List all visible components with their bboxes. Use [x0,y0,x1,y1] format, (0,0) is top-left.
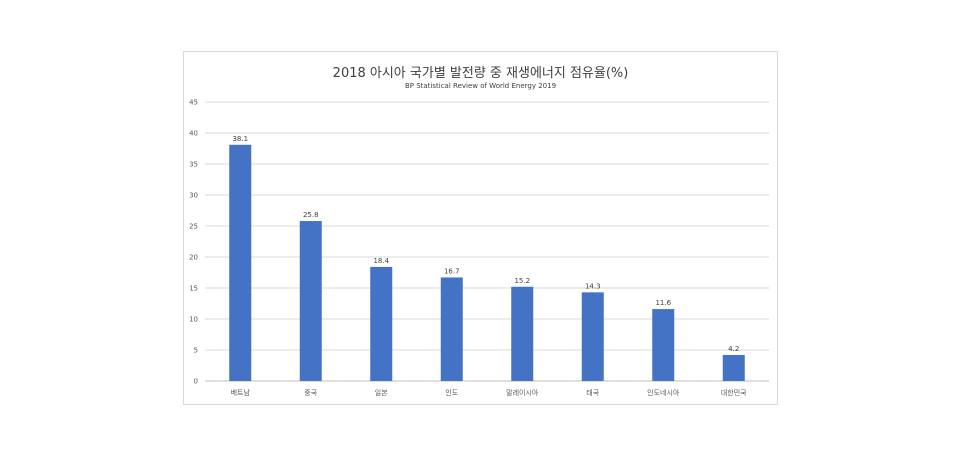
y-tick-label: 40 [189,130,198,138]
y-tick-label: 10 [189,316,198,324]
x-tick-label: 일본 [375,388,388,397]
data-label: 4.2 [728,345,739,353]
data-label: 14.3 [585,282,601,290]
x-tick-label: 인도 [445,388,458,397]
y-tick-label: 0 [194,378,198,386]
y-tick-label: 25 [189,223,198,231]
y-tick-label: 20 [189,254,198,262]
y-tick-label: 15 [189,285,198,293]
y-tick-label: 35 [189,161,198,169]
chart-subtitle: BP Statistical Review of World Energy 20… [404,82,557,90]
data-label: 11.6 [655,299,671,307]
chart-frame: 2018 아시아 국가별 발전량 중 재생에너지 점유율(%) BP Stati… [183,51,778,405]
x-tick-label: 말레이시아 [506,388,539,397]
y-tick-label: 30 [189,192,198,200]
bar [229,144,252,381]
x-tick-label: 베트남 [231,388,251,397]
x-tick-label: 중국 [304,389,317,397]
data-label: 25.8 [303,211,319,219]
plot-area: 0 5 10 15 20 25 30 35 40 45 38.1 베트남 25.8 중국 18.4 일본 16.… [189,99,769,397]
bar [722,354,745,381]
x-tick-label: 대한민국 [721,388,747,397]
bar [652,309,675,381]
data-label: 15.2 [514,277,530,285]
bar [299,221,322,381]
x-tick-label: 태국 [586,389,599,397]
bar [581,292,604,381]
bar [511,286,534,381]
data-label: 16.7 [444,267,460,275]
chart-title: 2018 아시아 국가별 발전량 중 재생에너지 점유율(%) [332,66,629,81]
data-label: 38.1 [232,135,248,143]
y-tick-label: 5 [194,347,198,355]
bar [440,277,463,381]
data-label: 18.4 [373,257,389,265]
x-tick-label: 인도네시아 [647,388,680,397]
y-tick-label: 45 [189,99,198,107]
bar [370,266,393,381]
